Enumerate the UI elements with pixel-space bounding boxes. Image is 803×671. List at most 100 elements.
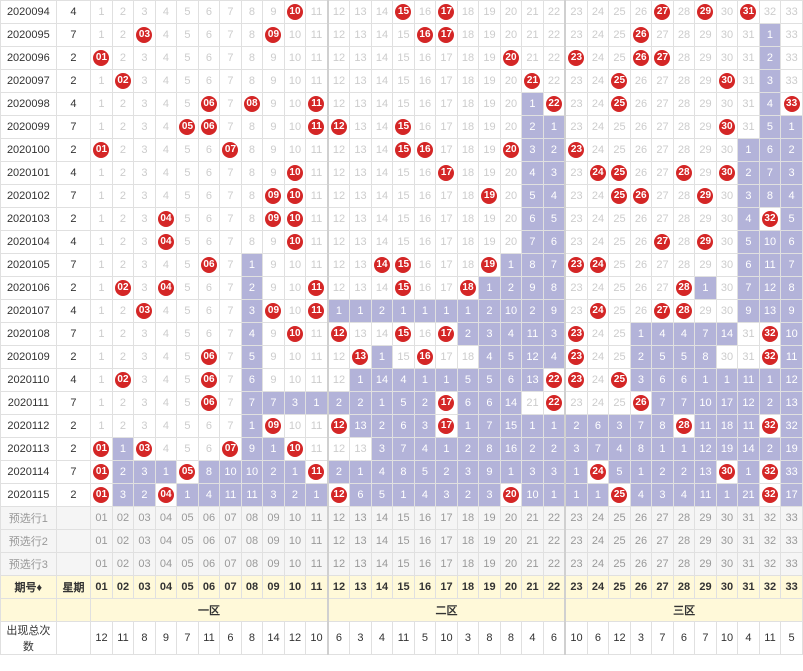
preselect-cell[interactable]: 29 bbox=[695, 553, 717, 576]
preselect-cell[interactable]: 23 bbox=[565, 507, 587, 530]
preselect-cell[interactable]: 24 bbox=[587, 530, 609, 553]
preselect-cell[interactable]: 31 bbox=[738, 530, 760, 553]
preselect-cell[interactable]: 06 bbox=[198, 553, 220, 576]
preselect-cell[interactable]: 16 bbox=[414, 553, 436, 576]
preselect-cell[interactable]: 28 bbox=[673, 553, 695, 576]
preselect-cell[interactable]: 20 bbox=[500, 507, 522, 530]
preselect-cell[interactable]: 14 bbox=[371, 507, 393, 530]
preselect-cell[interactable]: 31 bbox=[738, 507, 760, 530]
preselect-cell[interactable]: 25 bbox=[609, 553, 631, 576]
preselect-cell[interactable]: 14 bbox=[371, 530, 393, 553]
preselect-cell[interactable]: 02 bbox=[112, 553, 134, 576]
preselect-cell[interactable]: 27 bbox=[652, 553, 674, 576]
preselect-cell[interactable]: 18 bbox=[457, 553, 479, 576]
preselect-cell[interactable]: 27 bbox=[652, 530, 674, 553]
preselect-cell[interactable]: 10 bbox=[284, 530, 306, 553]
preselect-cell[interactable]: 13 bbox=[350, 530, 372, 553]
preselect-cell[interactable]: 32 bbox=[759, 553, 781, 576]
preselect-cell[interactable]: 08 bbox=[241, 507, 263, 530]
preselect-cell[interactable]: 06 bbox=[198, 507, 220, 530]
preselect-cell[interactable]: 17 bbox=[436, 530, 458, 553]
issue-header[interactable]: 期号♦ bbox=[1, 576, 57, 599]
preselect-cell[interactable]: 14 bbox=[371, 553, 393, 576]
preselect-cell[interactable]: 21 bbox=[522, 553, 544, 576]
preselect-cell[interactable]: 03 bbox=[134, 553, 156, 576]
preselect-cell[interactable]: 18 bbox=[457, 507, 479, 530]
preselect-cell[interactable]: 09 bbox=[263, 553, 285, 576]
preselect-cell[interactable]: 07 bbox=[220, 507, 242, 530]
preselect-cell[interactable]: 26 bbox=[630, 530, 652, 553]
preselect-cell[interactable]: 15 bbox=[393, 530, 415, 553]
preselect-cell[interactable]: 19 bbox=[479, 553, 501, 576]
preselect-cell[interactable]: 18 bbox=[457, 530, 479, 553]
preselect-cell[interactable]: 33 bbox=[781, 553, 803, 576]
preselect-cell[interactable]: 26 bbox=[630, 553, 652, 576]
preselect-cell[interactable]: 15 bbox=[393, 553, 415, 576]
preselect-cell[interactable]: 09 bbox=[263, 507, 285, 530]
preselect-cell[interactable]: 08 bbox=[241, 530, 263, 553]
preselect-cell[interactable]: 10 bbox=[284, 553, 306, 576]
preselect-cell[interactable]: 04 bbox=[155, 507, 177, 530]
preselect-cell[interactable]: 22 bbox=[543, 553, 565, 576]
preselect-cell[interactable]: 30 bbox=[716, 553, 738, 576]
preselect-cell[interactable]: 06 bbox=[198, 530, 220, 553]
preselect-cell[interactable]: 11 bbox=[306, 530, 328, 553]
preselect-cell[interactable]: 03 bbox=[134, 507, 156, 530]
preselect-cell[interactable]: 26 bbox=[630, 507, 652, 530]
preselect-cell[interactable]: 03 bbox=[134, 530, 156, 553]
preselect-cell[interactable]: 25 bbox=[609, 507, 631, 530]
preselect-cell[interactable]: 13 bbox=[350, 507, 372, 530]
preselect-cell[interactable]: 12 bbox=[328, 507, 350, 530]
preselect-cell[interactable]: 29 bbox=[695, 507, 717, 530]
preselect-cell[interactable]: 22 bbox=[543, 507, 565, 530]
preselect-cell[interactable]: 19 bbox=[479, 530, 501, 553]
preselect-cell[interactable]: 05 bbox=[177, 553, 199, 576]
preselect-cell[interactable]: 09 bbox=[263, 530, 285, 553]
preselect-cell[interactable]: 23 bbox=[565, 530, 587, 553]
preselect-cell[interactable]: 33 bbox=[781, 507, 803, 530]
preselect-cell[interactable]: 24 bbox=[587, 507, 609, 530]
preselect-cell[interactable]: 22 bbox=[543, 530, 565, 553]
preselect-cell[interactable]: 13 bbox=[350, 553, 372, 576]
preselect-cell[interactable]: 29 bbox=[695, 530, 717, 553]
preselect-cell[interactable]: 32 bbox=[759, 507, 781, 530]
preselect-cell[interactable]: 07 bbox=[220, 553, 242, 576]
preselect-cell[interactable]: 01 bbox=[91, 507, 113, 530]
preselect-cell[interactable]: 21 bbox=[522, 507, 544, 530]
preselect-cell[interactable]: 31 bbox=[738, 553, 760, 576]
preselect-cell[interactable]: 17 bbox=[436, 553, 458, 576]
preselect-cell[interactable]: 20 bbox=[500, 530, 522, 553]
preselect-cell[interactable]: 23 bbox=[565, 553, 587, 576]
preselect-cell[interactable]: 11 bbox=[306, 553, 328, 576]
preselect-cell[interactable]: 21 bbox=[522, 530, 544, 553]
preselect-cell[interactable]: 28 bbox=[673, 530, 695, 553]
preselect-cell[interactable]: 08 bbox=[241, 553, 263, 576]
preselect-cell[interactable]: 15 bbox=[393, 507, 415, 530]
preselect-cell[interactable]: 19 bbox=[479, 507, 501, 530]
preselect-cell[interactable]: 28 bbox=[673, 507, 695, 530]
preselect-cell[interactable]: 02 bbox=[112, 530, 134, 553]
preselect-cell[interactable]: 12 bbox=[328, 553, 350, 576]
preselect-cell[interactable]: 30 bbox=[716, 507, 738, 530]
preselect-cell[interactable]: 04 bbox=[155, 553, 177, 576]
preselect-cell[interactable]: 10 bbox=[284, 507, 306, 530]
preselect-cell[interactable]: 16 bbox=[414, 507, 436, 530]
preselect-cell[interactable]: 17 bbox=[436, 507, 458, 530]
preselect-cell[interactable]: 01 bbox=[91, 530, 113, 553]
preselect-cell[interactable]: 07 bbox=[220, 530, 242, 553]
preselect-cell[interactable]: 11 bbox=[306, 507, 328, 530]
preselect-cell[interactable]: 05 bbox=[177, 507, 199, 530]
preselect-cell[interactable]: 24 bbox=[587, 553, 609, 576]
preselect-cell[interactable]: 12 bbox=[328, 530, 350, 553]
preselect-cell[interactable]: 16 bbox=[414, 530, 436, 553]
preselect-cell[interactable]: 33 bbox=[781, 530, 803, 553]
preselect-cell[interactable]: 27 bbox=[652, 507, 674, 530]
preselect-cell[interactable]: 01 bbox=[91, 553, 113, 576]
preselect-cell[interactable]: 25 bbox=[609, 530, 631, 553]
preselect-cell[interactable]: 32 bbox=[759, 530, 781, 553]
preselect-cell[interactable]: 20 bbox=[500, 553, 522, 576]
preselect-cell[interactable]: 30 bbox=[716, 530, 738, 553]
preselect-cell[interactable]: 05 bbox=[177, 530, 199, 553]
preselect-cell[interactable]: 04 bbox=[155, 530, 177, 553]
preselect-cell[interactable]: 02 bbox=[112, 507, 134, 530]
